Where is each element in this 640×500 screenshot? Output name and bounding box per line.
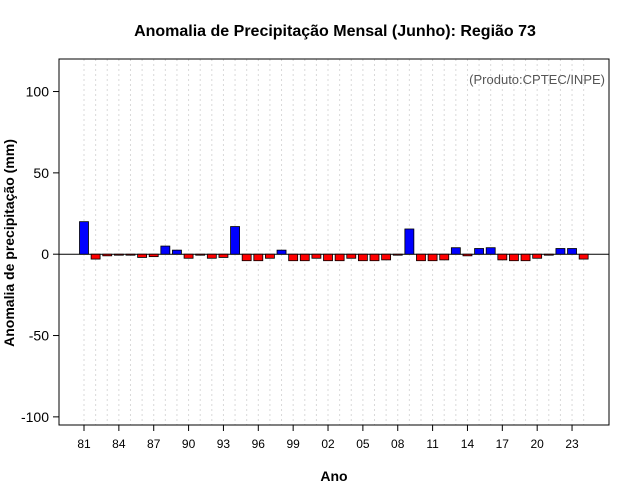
bar-2014 bbox=[462, 253, 473, 257]
bar-1994 bbox=[230, 226, 240, 255]
bar-1990 bbox=[183, 253, 194, 259]
bar-2019 bbox=[520, 253, 531, 262]
bar-1989 bbox=[172, 249, 182, 255]
y-tick-label: 50 bbox=[33, 165, 49, 181]
bar-1987 bbox=[148, 253, 159, 258]
bar-1984 bbox=[113, 253, 124, 256]
bar-1985 bbox=[125, 253, 136, 256]
y-axis: -100 -50 0 50 100 bbox=[21, 84, 59, 425]
bar-2022 bbox=[555, 248, 566, 255]
bar-1992 bbox=[206, 253, 217, 259]
bar-2013 bbox=[450, 247, 461, 255]
y-tick-label: -50 bbox=[29, 328, 49, 344]
bar-2002 bbox=[323, 253, 333, 262]
bar-2010 bbox=[416, 253, 426, 262]
x-tick-label: 14 bbox=[461, 437, 475, 451]
x-tick-label: 23 bbox=[565, 437, 579, 451]
bar-2020 bbox=[532, 253, 543, 259]
x-tick-label: 96 bbox=[252, 437, 266, 451]
x-tick-label: 20 bbox=[531, 437, 545, 451]
plot-frame bbox=[58, 58, 610, 426]
bar-1999 bbox=[288, 253, 299, 262]
bar-2007 bbox=[381, 253, 392, 261]
bar-1982 bbox=[90, 253, 101, 260]
x-tick-label: 11 bbox=[426, 437, 439, 451]
chart-title: Anomalia de Precipitação Mensal (Junho):… bbox=[134, 23, 536, 40]
bar-2024 bbox=[578, 253, 589, 260]
bar-1997 bbox=[265, 253, 275, 259]
x-axis-label: Ano bbox=[320, 468, 347, 484]
y-axis-label: Anomalia de precipitação (mm) bbox=[1, 139, 17, 347]
bar-2008 bbox=[392, 253, 403, 256]
bar-1998 bbox=[276, 249, 287, 255]
y-tick-label: 0 bbox=[41, 246, 49, 262]
bar-1988 bbox=[160, 245, 171, 255]
x-tick-label: 99 bbox=[286, 437, 300, 451]
bar-2001 bbox=[311, 253, 322, 259]
bar-2017 bbox=[497, 253, 508, 261]
bar-2011 bbox=[427, 253, 438, 262]
x-tick-label: 81 bbox=[77, 437, 91, 451]
bar-1993 bbox=[218, 253, 229, 258]
bar-2000 bbox=[299, 253, 310, 262]
bar-2023 bbox=[567, 248, 577, 255]
source-note: (Produto:CPTEC/INPE) bbox=[469, 72, 605, 87]
bar-1983 bbox=[102, 253, 113, 257]
bar-2021 bbox=[543, 253, 554, 256]
x-tick-label: 17 bbox=[496, 437, 510, 451]
bar-2012 bbox=[439, 253, 450, 261]
x-tick-label: 87 bbox=[147, 437, 161, 451]
bar-2016 bbox=[485, 247, 496, 255]
bar-1986 bbox=[137, 253, 148, 258]
bar-2009 bbox=[404, 228, 415, 255]
bar-1981 bbox=[79, 221, 89, 255]
bar-2018 bbox=[509, 253, 519, 262]
x-tick-label: 05 bbox=[356, 437, 370, 451]
bar-2015 bbox=[474, 248, 484, 255]
x-tick-label: 93 bbox=[217, 437, 231, 451]
bar-2003 bbox=[334, 253, 345, 262]
x-tick-label: 08 bbox=[391, 437, 405, 451]
bar-1996 bbox=[253, 253, 264, 262]
y-tick-label: 100 bbox=[26, 84, 50, 100]
x-tick-label: 02 bbox=[321, 437, 335, 451]
bar-2004 bbox=[346, 253, 357, 259]
x-tick-label: 90 bbox=[182, 437, 196, 451]
bars bbox=[79, 221, 589, 262]
bar-2006 bbox=[369, 253, 380, 262]
y-tick-label: -100 bbox=[21, 409, 49, 425]
bar-1991 bbox=[195, 253, 206, 256]
x-tick-label: 84 bbox=[112, 437, 126, 451]
grid-lines bbox=[83, 59, 585, 425]
x-axis: 81 84 87 90 93 96 99 02 05 08 11 14 17 20 23 bbox=[77, 425, 579, 451]
bar-1995 bbox=[241, 253, 252, 262]
bar-2005 bbox=[357, 253, 368, 262]
